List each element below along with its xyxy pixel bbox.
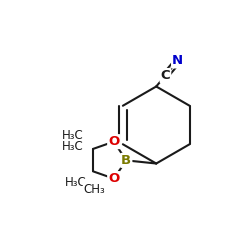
Text: H₃C: H₃C: [62, 140, 84, 153]
Text: C: C: [160, 69, 170, 82]
Text: N: N: [172, 54, 183, 68]
Text: H₃C: H₃C: [64, 176, 86, 189]
Text: O: O: [108, 135, 120, 148]
Text: H₃C: H₃C: [62, 129, 84, 142]
Text: O: O: [108, 172, 120, 185]
Text: CH₃: CH₃: [84, 182, 105, 196]
Text: B: B: [121, 154, 131, 167]
